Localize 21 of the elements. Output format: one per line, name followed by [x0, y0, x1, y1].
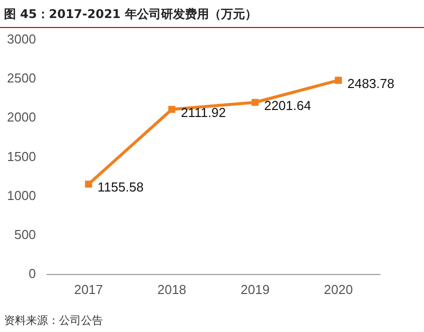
data-label: 2483.78 [347, 76, 394, 91]
y-tick-label: 0 [28, 266, 36, 281]
chart-title: 图 45：2017-2021 年公司研发费用（万元） [0, 0, 424, 28]
data-label: 2201.64 [264, 98, 312, 113]
y-tick-label: 500 [14, 226, 36, 242]
y-tick-label: 1000 [7, 188, 36, 203]
data-label: 2111.92 [180, 104, 226, 120]
point [334, 76, 342, 84]
x-tick-label: 2019 [240, 282, 270, 297]
data-label: 1155.58 [98, 180, 144, 195]
y-tick-label: 2000 [7, 110, 36, 125]
y-tick-label: 2500 [7, 70, 36, 86]
x-tick-label: 2020 [324, 282, 353, 297]
text: 资料来源：公司公告 [3, 313, 104, 329]
point [85, 180, 92, 188]
point [252, 98, 259, 106]
x-tick-label: 2018 [157, 282, 186, 297]
point [168, 106, 176, 113]
y-tick-label: 1500 [7, 148, 36, 164]
y-tick-label: 3000 [7, 32, 36, 47]
x-tick-label: 2017 [74, 282, 104, 297]
